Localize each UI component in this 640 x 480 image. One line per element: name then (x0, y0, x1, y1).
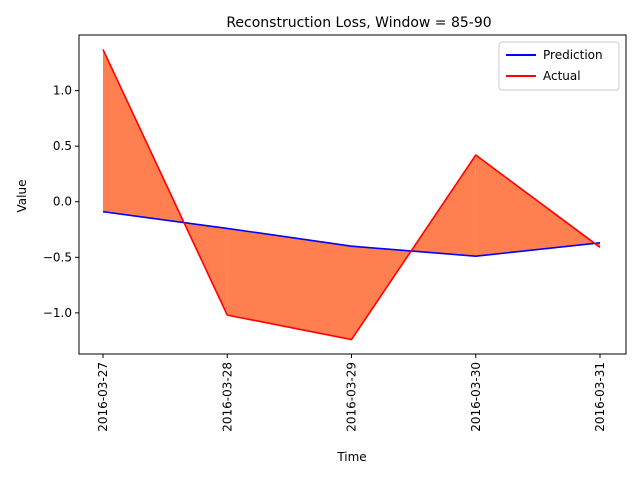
plot-frame (78, 34, 627, 355)
y-tick-label: −0.5 (43, 250, 72, 264)
chart-title: Reconstruction Loss, Window = 85-90 (226, 15, 491, 31)
y-tick-label: 0.5 (53, 139, 72, 153)
x-axis-label: Time (336, 450, 366, 464)
fill-segment (227, 228, 352, 340)
legend-label-actual: Actual (543, 69, 581, 83)
series-line-prediction (102, 210, 601, 257)
x-tick-label: 2016-03-27 (96, 362, 110, 432)
y-axis-label: Value (15, 180, 29, 213)
legend-label-prediction: Prediction (543, 48, 603, 62)
y-tick-label: 1.0 (53, 84, 72, 98)
x-tick-label: 2016-03-29 (345, 362, 359, 432)
x-tick-label: 2016-03-28 (220, 362, 234, 432)
axis-ticks: 2016-03-27 2016-03-28 2016-03-29 2016-03-30… (43, 84, 607, 432)
fill-segment (475, 155, 600, 257)
y-tick-label: 0.0 (53, 195, 72, 209)
series-line-actual (102, 49, 601, 341)
legend: Prediction Actual (498, 41, 620, 91)
x-tick-label: 2016-03-31 (593, 362, 607, 432)
y-tick-label: −1.0 (43, 306, 72, 320)
x-tick-label: 2016-03-30 (469, 362, 483, 432)
series-lines (102, 49, 601, 341)
